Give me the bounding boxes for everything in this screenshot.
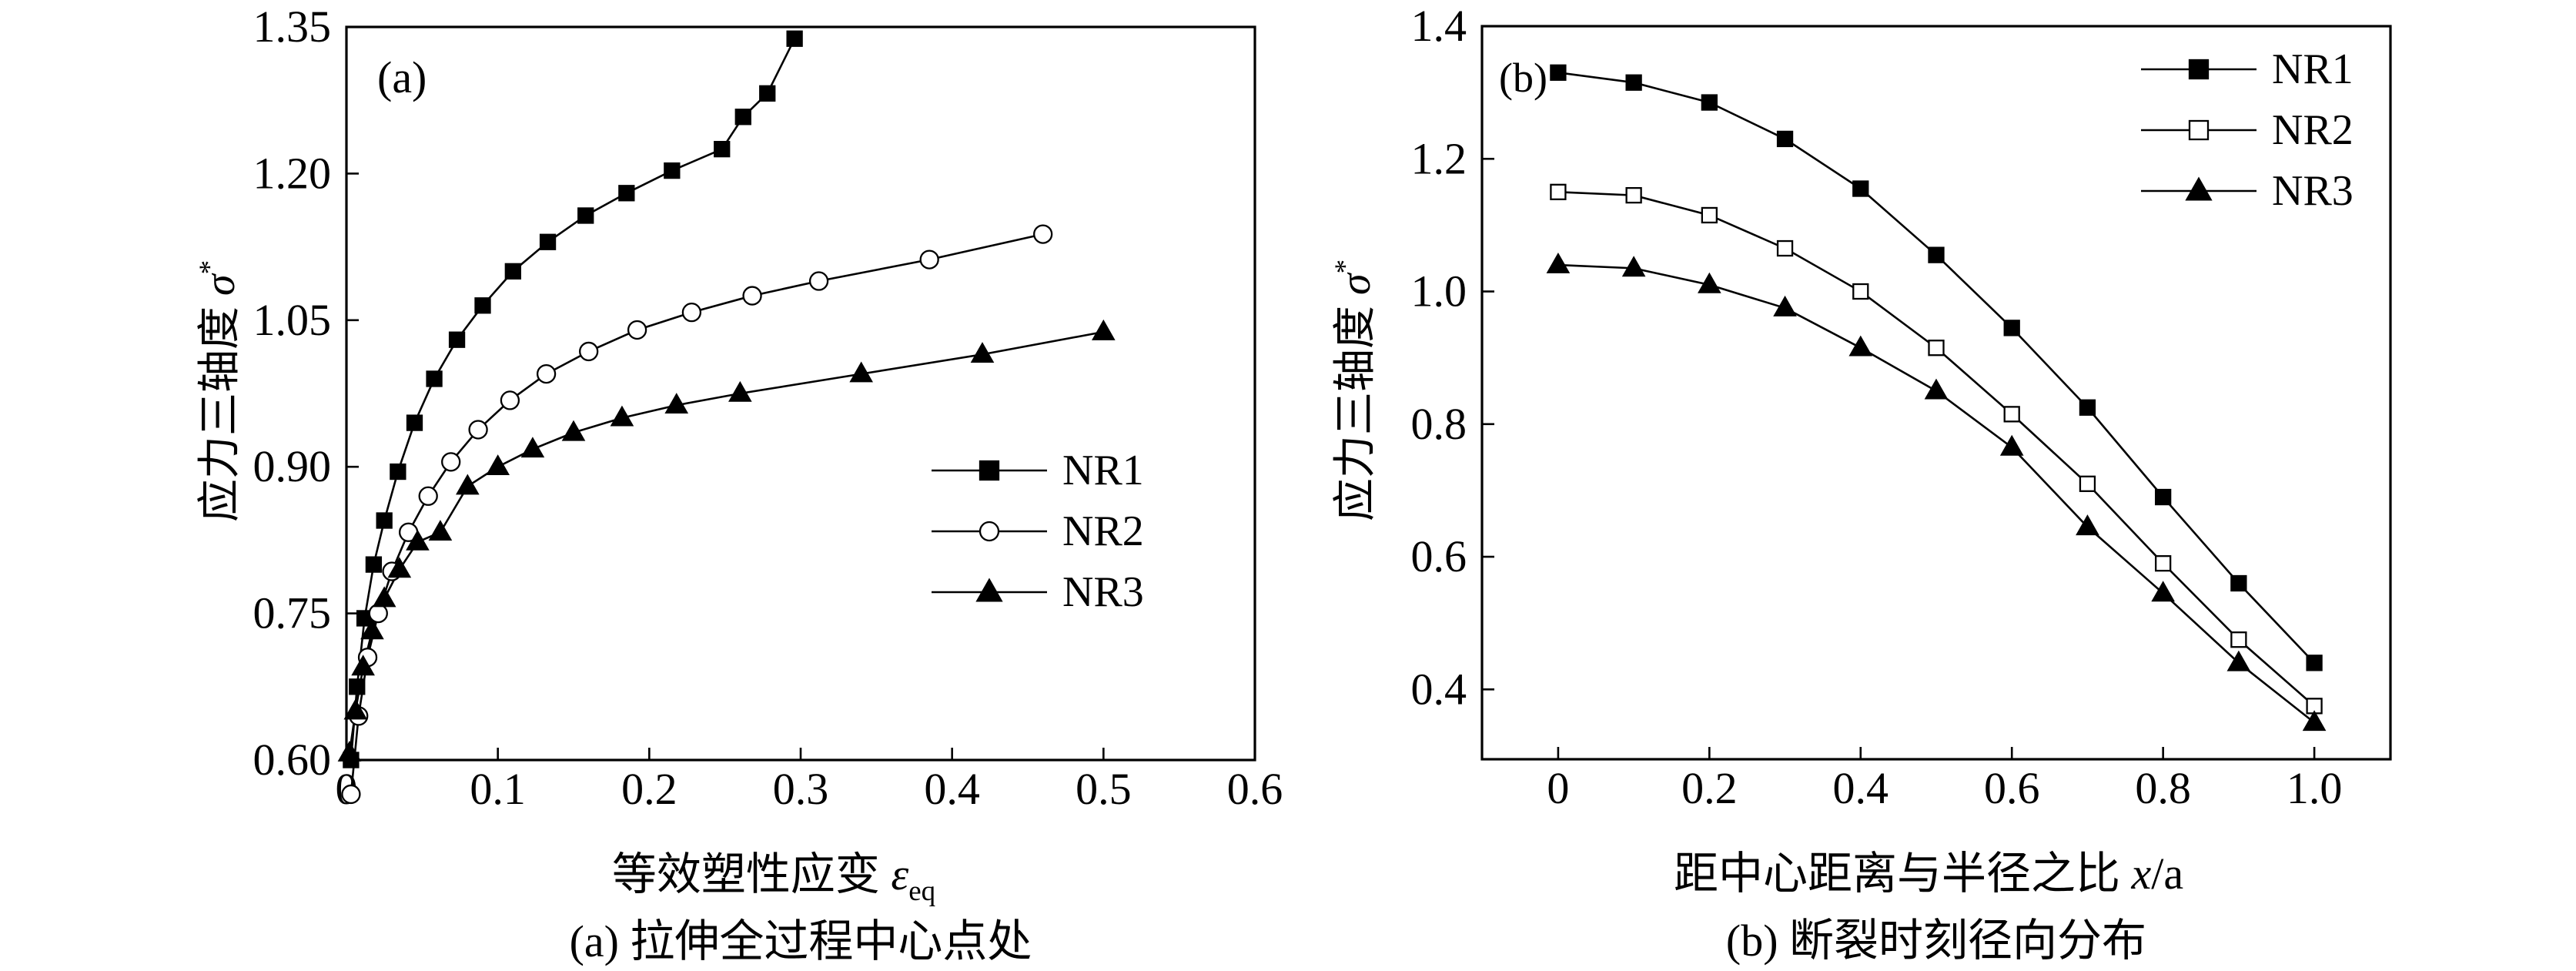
svg-text:1.0: 1.0 bbox=[2287, 763, 2343, 813]
svg-text:(b) 断裂时刻径向分布: (b) 断裂时刻径向分布 bbox=[1726, 916, 2146, 966]
svg-text:0.4: 0.4 bbox=[1833, 763, 1889, 813]
svg-text:(b): (b) bbox=[1499, 55, 1547, 101]
svg-text:1.05: 1.05 bbox=[253, 295, 332, 345]
svg-text:0.4: 0.4 bbox=[1411, 664, 1467, 714]
svg-text:(a) 拉伸全过程中心点处: (a) 拉伸全过程中心点处 bbox=[570, 916, 1032, 966]
svg-text:NR3: NR3 bbox=[2272, 167, 2354, 215]
svg-text:0.6: 0.6 bbox=[1411, 531, 1467, 581]
svg-text:应力三轴度 σ*: 应力三轴度 σ* bbox=[1330, 259, 1380, 521]
svg-text:(a): (a) bbox=[377, 52, 427, 102]
svg-text:1.4: 1.4 bbox=[1411, 1, 1467, 51]
svg-text:0.4: 0.4 bbox=[924, 764, 980, 814]
svg-text:NR3: NR3 bbox=[1062, 568, 1144, 616]
svg-text:0: 0 bbox=[1547, 763, 1569, 813]
svg-text:NR1: NR1 bbox=[1062, 447, 1144, 494]
svg-text:0.8: 0.8 bbox=[1411, 399, 1467, 449]
svg-text:0.3: 0.3 bbox=[773, 764, 829, 814]
svg-text:0.1: 0.1 bbox=[470, 764, 526, 814]
svg-text:0.90: 0.90 bbox=[253, 441, 332, 491]
svg-text:1.35: 1.35 bbox=[253, 2, 332, 52]
svg-text:0.8: 0.8 bbox=[2135, 763, 2191, 813]
svg-text:距中心距离与半径之比 x/a: 距中心距离与半径之比 x/a bbox=[1674, 849, 2183, 899]
svg-text:0.2: 0.2 bbox=[621, 764, 677, 814]
svg-text:0.75: 0.75 bbox=[253, 588, 332, 638]
svg-text:NR2: NR2 bbox=[2272, 106, 2354, 154]
svg-text:应力三轴度 σ*: 应力三轴度 σ* bbox=[194, 260, 244, 522]
svg-text:1.20: 1.20 bbox=[253, 148, 332, 198]
svg-text:1.0: 1.0 bbox=[1411, 266, 1467, 316]
svg-text:NR1: NR1 bbox=[2272, 45, 2354, 93]
svg-text:0.6: 0.6 bbox=[1227, 764, 1283, 814]
svg-text:1.2: 1.2 bbox=[1411, 133, 1467, 183]
svg-text:NR2: NR2 bbox=[1062, 507, 1144, 555]
svg-text:0.60: 0.60 bbox=[253, 735, 332, 785]
svg-text:0.5: 0.5 bbox=[1076, 764, 1132, 814]
svg-text:0.6: 0.6 bbox=[1984, 763, 2040, 813]
svg-text:等效塑性应变 εeq: 等效塑性应变 εeq bbox=[612, 849, 935, 907]
svg-text:0.2: 0.2 bbox=[1681, 763, 1738, 813]
